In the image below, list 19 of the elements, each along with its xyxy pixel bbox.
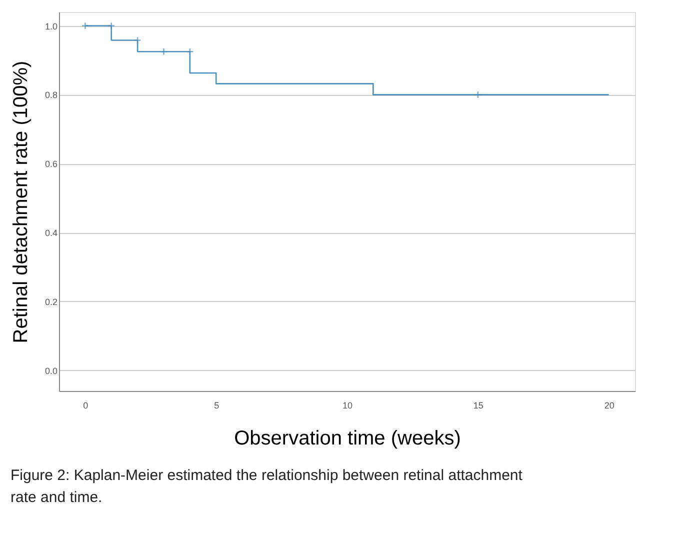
point: [186, 48, 194, 56]
point: [474, 90, 482, 99]
y-tick-label: 0.8: [44, 90, 58, 100]
point: [108, 22, 116, 30]
y-tick-label: 1.0: [44, 21, 58, 32]
x-tick-label: 5: [214, 400, 220, 410]
x-tick-label: 20: [604, 400, 614, 410]
x-axis-title: Observation time (weeks): [234, 428, 461, 450]
y-tick-label: 0.4: [44, 228, 58, 238]
x-tick-label: 15: [473, 400, 484, 410]
x-tick-label: 0: [83, 400, 88, 410]
y-axis-title: Retinal detachment rate (100%): [10, 60, 32, 344]
y-tick-label: 0.0: [44, 366, 58, 376]
caption: Figure 2: Kaplan-Meier estimated the relationship between retinal attachment rate and time.: [10, 467, 524, 506]
y-tick-label: 0.2: [44, 296, 58, 307]
x-tick-label: 10: [342, 400, 353, 410]
point: [160, 48, 168, 56]
y-tick-label: 0.6: [44, 159, 58, 170]
point: [134, 36, 142, 44]
